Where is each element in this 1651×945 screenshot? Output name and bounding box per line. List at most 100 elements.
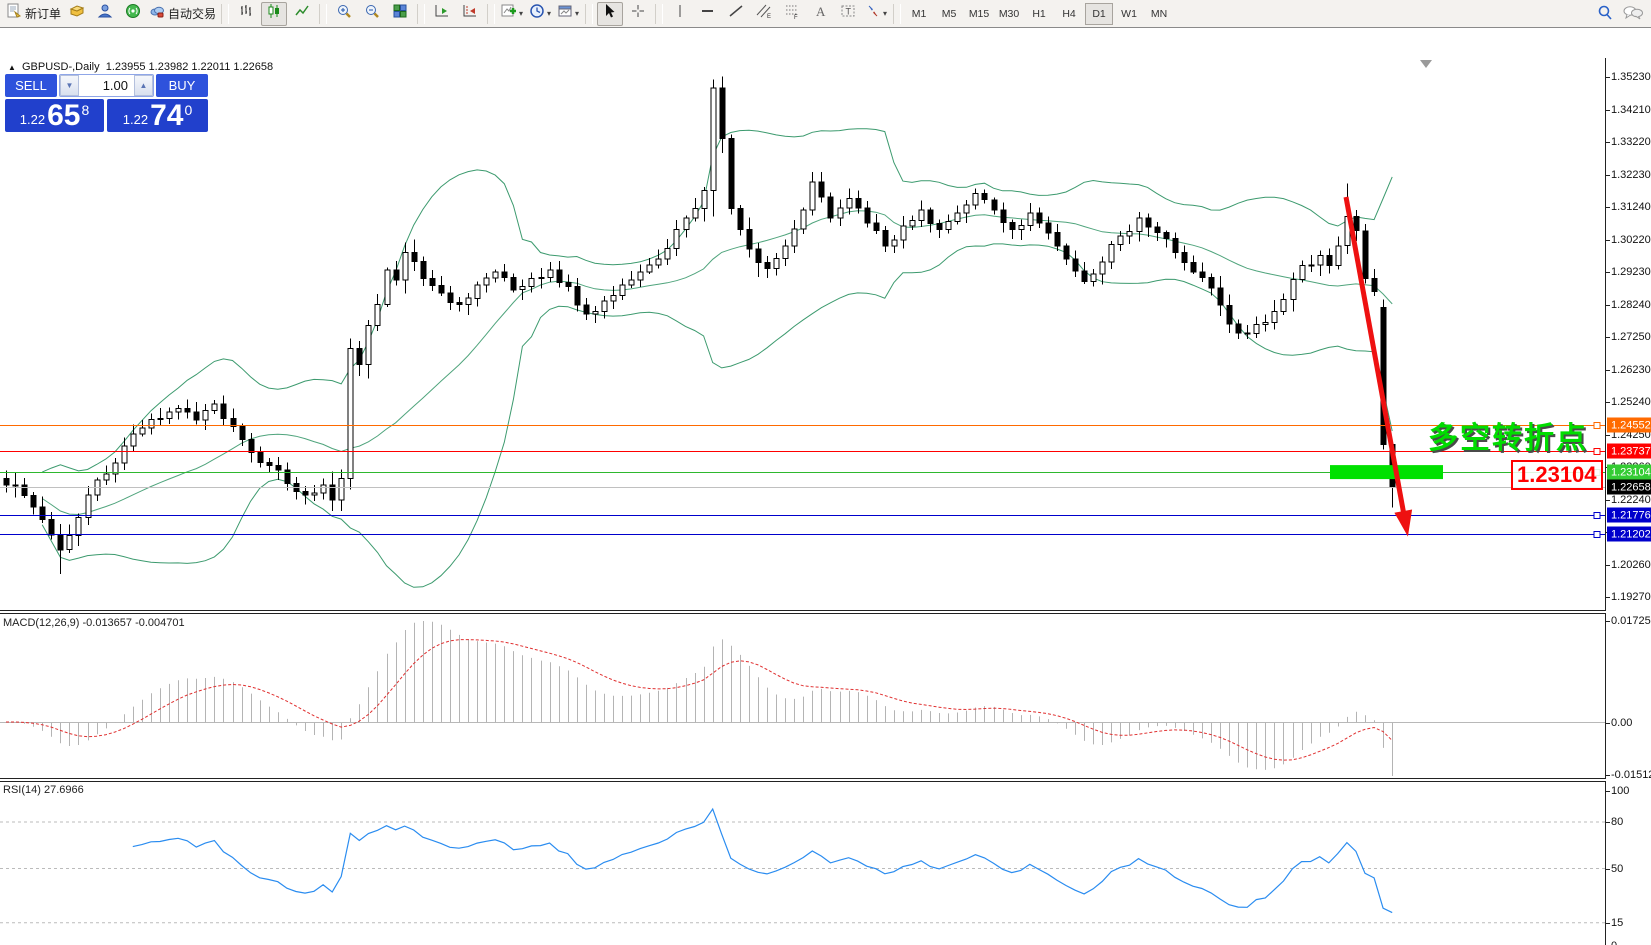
timeframe-m30-button[interactable]: M30 xyxy=(998,7,1020,20)
buy-price-sup: 0 xyxy=(184,102,193,118)
timeframe-mn-button[interactable]: MN xyxy=(1150,7,1168,20)
auto-scroll-icon xyxy=(434,3,450,24)
symbol-ohlc: 1.23955 1.23982 1.22011 1.22658 xyxy=(105,61,274,73)
volume-up-button[interactable]: ▲ xyxy=(134,75,153,96)
sell-price-sup: 8 xyxy=(81,102,90,118)
price-axis-tick xyxy=(1605,597,1610,598)
price-axis-tick xyxy=(1605,370,1610,371)
sell-price-box[interactable]: 1.22 65 8 xyxy=(5,99,104,132)
price-axis-label: 1.25240 xyxy=(1611,396,1651,408)
hline-icon xyxy=(700,3,716,24)
price-callout-box[interactable]: 1.23104 xyxy=(1511,460,1603,490)
price-axis-tick xyxy=(1605,240,1610,241)
search-button[interactable] xyxy=(1592,3,1618,27)
turning-point-annotation[interactable]: 多空转折点 xyxy=(1428,422,1588,455)
price-axis-label: 1.30220 xyxy=(1611,234,1651,246)
tile-windows-button[interactable] xyxy=(387,2,413,26)
line-chart-button[interactable] xyxy=(289,2,315,26)
timeframe-m1-button[interactable]: M1 xyxy=(911,7,927,20)
zoom-out-button[interactable] xyxy=(359,2,385,26)
new-order-button[interactable]: 新订单 xyxy=(5,2,62,26)
text-button[interactable]: A xyxy=(807,2,833,26)
crosshair-button[interactable] xyxy=(625,2,651,26)
book-button[interactable] xyxy=(64,2,90,26)
autotrade-button[interactable]: 自动交易 xyxy=(148,2,217,26)
label-button[interactable]: T xyxy=(835,2,861,26)
channel-button[interactable]: E xyxy=(751,2,777,26)
cursor-button[interactable] xyxy=(597,1,624,26)
timeframe-d1-button[interactable]: D1 xyxy=(1085,2,1114,25)
macd-axis-label: -0.015128 xyxy=(1611,769,1651,781)
arrows-button[interactable]: ▾ xyxy=(863,2,889,26)
timeframe-w1-button[interactable]: W1 xyxy=(1121,7,1137,20)
rsi-axis-label: 100 xyxy=(1611,785,1630,797)
label-icon: T xyxy=(840,3,856,24)
buy-price-box[interactable]: 1.22 74 0 xyxy=(107,99,208,132)
chart-shift-button[interactable] xyxy=(457,2,483,26)
chart-area[interactable]: ▲ GBPUSD-,Daily 1.23955 1.23982 1.22011 … xyxy=(0,29,1651,945)
candlesticks xyxy=(3,76,1396,574)
vline-icon xyxy=(672,3,688,24)
chat-icon xyxy=(1622,4,1644,27)
buy-button[interactable]: BUY xyxy=(156,74,208,97)
svg-text:F: F xyxy=(794,15,798,19)
trendline-button[interactable] xyxy=(723,2,749,26)
rsi-panel-separator[interactable] xyxy=(0,778,1606,782)
navigator-button[interactable] xyxy=(92,2,118,26)
symbol-info: ▲ GBPUSD-,Daily 1.23955 1.23982 1.22011 … xyxy=(8,61,273,73)
macd-panel xyxy=(0,621,1605,776)
zoom-in-button[interactable] xyxy=(331,2,357,26)
macd-axis-tick xyxy=(1605,775,1610,776)
macd-panel-separator[interactable] xyxy=(0,610,1606,614)
bar-chart-button[interactable] xyxy=(233,2,259,26)
collapse-panel-icon[interactable]: ▲ xyxy=(8,63,16,72)
buy-price-big: 74 xyxy=(150,99,184,132)
timeframe-m15-button[interactable]: M15 xyxy=(968,7,990,20)
line-chart-icon xyxy=(294,3,310,24)
new-chart-button[interactable]: ▾ xyxy=(499,2,525,26)
toolbar-separator xyxy=(417,3,426,24)
support-highlight-rect[interactable] xyxy=(1330,465,1443,480)
symbol-name: GBPUSD-,Daily xyxy=(21,61,100,73)
zoom-in-icon xyxy=(336,3,352,24)
timeframe-h4-button[interactable]: H4 xyxy=(1062,7,1076,20)
rsi-axis-tick xyxy=(1605,869,1610,870)
profiles-button[interactable]: ▾ xyxy=(527,2,553,26)
price-axis-tick xyxy=(1605,110,1610,111)
vline-button[interactable] xyxy=(667,2,693,26)
price-axis-label: 1.19270 xyxy=(1611,591,1651,603)
svg-text:A: A xyxy=(816,4,826,19)
zoom-out-icon xyxy=(364,3,380,24)
signals-button[interactable] xyxy=(120,2,146,26)
channel-icon: E xyxy=(756,3,772,24)
new-chart-icon xyxy=(501,3,517,24)
templates-button[interactable]: ▾ xyxy=(555,2,581,26)
price-axis-label: 1.31240 xyxy=(1611,201,1651,213)
price-axis-label: 1.27250 xyxy=(1611,331,1651,343)
volume-down-button[interactable]: ▼ xyxy=(60,75,79,96)
volume-input[interactable]: 1.00 xyxy=(102,78,128,93)
rsi-axis-tick xyxy=(1605,923,1610,924)
buy-price-main: 1.22 xyxy=(122,112,149,127)
trendline-icon xyxy=(728,3,744,24)
rsi-label: RSI(14) 27.6966 xyxy=(3,784,84,796)
arrows-icon xyxy=(865,3,881,24)
timeframe-m5-button[interactable]: M5 xyxy=(941,7,957,20)
chat-button[interactable] xyxy=(1620,3,1646,27)
sell-button[interactable]: SELL xyxy=(5,74,57,97)
new-order-icon xyxy=(6,3,22,24)
macd-axis-tick xyxy=(1605,722,1610,724)
chart-shift-marker-icon[interactable] xyxy=(1420,60,1432,68)
price-axis-tick xyxy=(1605,435,1610,436)
price-axis-tick xyxy=(1605,305,1610,306)
chart-shift-icon xyxy=(462,3,478,24)
timeframe-h1-button[interactable]: H1 xyxy=(1032,7,1046,20)
fibonacci-button[interactable]: F xyxy=(779,2,805,26)
hline-button[interactable] xyxy=(695,2,721,26)
trend-arrow xyxy=(1343,196,1413,537)
price-axis-label: 1.34210 xyxy=(1611,104,1651,116)
candle-chart-button[interactable] xyxy=(261,1,288,26)
macd-axis-tick xyxy=(1605,621,1610,622)
auto-scroll-button[interactable] xyxy=(429,2,455,26)
